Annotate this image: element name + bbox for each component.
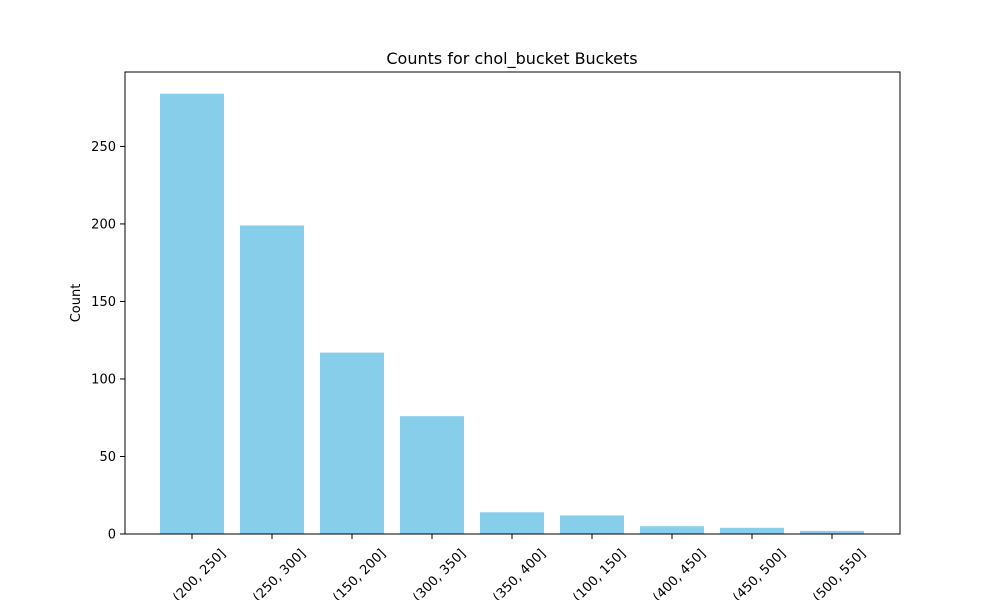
plot-frame bbox=[124, 71, 901, 535]
x-tick-label-4: (350, 400] bbox=[490, 546, 549, 600]
bar-7 bbox=[720, 527, 784, 534]
y-tick-label-3: 150 bbox=[91, 295, 116, 310]
bar-0 bbox=[160, 93, 224, 534]
bar-2 bbox=[320, 352, 384, 534]
bar-3 bbox=[400, 416, 464, 534]
x-tick-label-5: (100, 150] bbox=[570, 546, 629, 600]
y-tick-label-0: 0 bbox=[108, 528, 116, 543]
y-tick-label-1: 50 bbox=[99, 450, 116, 465]
x-tick-label-0: (200, 250] bbox=[170, 546, 229, 600]
y-tick-label-4: 200 bbox=[91, 217, 116, 232]
bar-1 bbox=[240, 225, 304, 534]
bar-5 bbox=[560, 515, 624, 534]
bar-6 bbox=[640, 526, 704, 534]
x-axis-ticks: (200, 250] (250, 300] (150, 200] (300, 350]… bbox=[170, 534, 869, 600]
x-tick-label-2: (150, 200] bbox=[330, 546, 389, 600]
x-tick-label-3: (300, 350] bbox=[410, 546, 469, 600]
y-axis-ticks: 0 50 100 150 200 250 bbox=[91, 140, 125, 543]
chart-title: Counts for chol_bucket Buckets bbox=[386, 49, 637, 69]
y-axis-label: Count bbox=[69, 284, 84, 323]
bar-8 bbox=[800, 530, 864, 534]
bars-group bbox=[160, 93, 864, 534]
x-tick-label-7: (450, 500] bbox=[730, 546, 789, 600]
x-tick-label-1: (250, 300] bbox=[250, 546, 309, 600]
y-tick-label-2: 100 bbox=[91, 372, 116, 387]
bar-4 bbox=[480, 512, 544, 534]
x-tick-label-6: (400, 450] bbox=[650, 546, 709, 600]
y-tick-label-5: 250 bbox=[91, 140, 116, 155]
x-tick-label-8: (500, 550] bbox=[810, 546, 869, 600]
